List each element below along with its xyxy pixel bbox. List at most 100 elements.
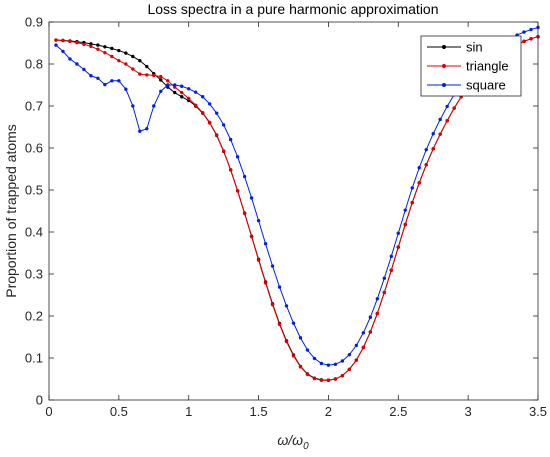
data-point-sin xyxy=(180,95,184,99)
data-point-sin xyxy=(103,45,107,49)
data-point-square xyxy=(138,129,142,133)
data-point-triangle xyxy=(117,58,121,63)
data-point-square xyxy=(354,343,359,348)
data-point-square xyxy=(438,117,442,122)
data-point-square xyxy=(68,57,72,61)
data-point-square xyxy=(117,79,121,83)
data-point-square xyxy=(194,90,198,94)
y-tick-label: 0 xyxy=(36,393,43,408)
data-point-square xyxy=(214,111,219,115)
data-point-triangle xyxy=(431,147,435,151)
data-point-square xyxy=(403,208,407,212)
data-point-triangle xyxy=(124,62,128,66)
data-point-sin xyxy=(145,64,149,69)
data-point-triangle xyxy=(291,354,296,358)
y-tick-label: 0.4 xyxy=(25,225,43,240)
legend: sin triangle square xyxy=(420,35,522,97)
data-point-triangle xyxy=(256,258,261,262)
data-point-square xyxy=(522,30,526,34)
data-point-square xyxy=(263,242,268,246)
data-point-triangle xyxy=(242,211,247,216)
data-point-square xyxy=(424,147,428,152)
data-point-square xyxy=(200,95,205,99)
legend-marker-triangle xyxy=(442,64,446,68)
x-tick-label: 2 xyxy=(325,404,332,419)
data-point-square xyxy=(529,27,533,32)
plot-frame xyxy=(48,21,539,401)
legend-label-sin: sin xyxy=(466,40,483,55)
data-point-triangle xyxy=(207,120,212,125)
data-point-triangle xyxy=(438,132,442,136)
x-tick-label: 0.5 xyxy=(110,404,128,419)
data-point-square xyxy=(131,104,135,108)
data-point-square xyxy=(417,166,421,170)
x-tick-label: 3 xyxy=(465,404,472,419)
data-point-triangle xyxy=(305,372,310,377)
data-point-triangle xyxy=(389,268,393,272)
data-point-square xyxy=(242,174,247,179)
data-point-square xyxy=(145,126,149,131)
data-point-square xyxy=(284,304,289,308)
data-point-triangle xyxy=(96,47,100,51)
chart-title: Loss spectra in a pure harmonic approxim… xyxy=(147,1,438,17)
data-point-square xyxy=(89,74,93,78)
data-point-triangle xyxy=(529,37,533,41)
data-point-sin xyxy=(138,58,142,63)
data-point-triangle xyxy=(54,38,58,42)
data-point-square xyxy=(298,336,303,340)
data-point-triangle xyxy=(194,103,198,107)
data-point-square xyxy=(228,137,233,142)
data-point-square xyxy=(110,79,114,83)
data-point-sin xyxy=(96,43,100,47)
data-point-triangle xyxy=(249,234,254,239)
data-point-triangle xyxy=(138,72,142,76)
data-point-triangle xyxy=(152,73,156,78)
x-tick-label: 2.5 xyxy=(389,404,407,419)
data-point-triangle xyxy=(145,73,149,77)
data-point-triangle xyxy=(361,345,366,350)
data-point-square xyxy=(221,123,226,127)
data-point-square xyxy=(166,83,170,87)
data-point-triangle xyxy=(159,74,163,79)
data-point-square xyxy=(187,87,191,91)
data-point-square xyxy=(319,361,324,366)
data-point-square xyxy=(312,356,317,361)
data-point-square xyxy=(333,362,338,366)
data-point-square xyxy=(431,132,435,136)
data-point-triangle xyxy=(452,106,456,110)
data-point-triangle xyxy=(180,90,184,95)
data-point-triangle xyxy=(396,245,400,249)
data-point-square xyxy=(207,102,212,106)
x-axis: 0 0.5 1 1.5 2 2.5 3 3.5 xyxy=(45,22,547,419)
x-tick-label: 1.5 xyxy=(250,404,268,419)
data-point-square xyxy=(124,87,128,91)
data-point-square xyxy=(235,155,240,159)
data-point-square xyxy=(410,186,414,190)
data-point-triangle xyxy=(522,39,526,44)
data-point-square xyxy=(291,321,296,325)
data-point-triangle xyxy=(284,339,289,344)
data-point-square xyxy=(75,62,79,66)
data-point-sin xyxy=(173,90,177,95)
y-tick-label: 0.3 xyxy=(25,267,43,282)
data-point-triangle xyxy=(417,181,421,185)
y-tick-label: 0.1 xyxy=(25,351,43,366)
y-tick-label: 0.2 xyxy=(25,309,43,324)
data-point-triangle xyxy=(75,40,79,45)
x-tick-label: 0 xyxy=(45,404,52,419)
data-point-square xyxy=(375,297,380,301)
data-point-square xyxy=(326,363,331,367)
data-point-sin xyxy=(131,54,135,59)
data-point-square xyxy=(249,196,254,200)
data-point-triangle xyxy=(82,42,86,46)
data-point-triangle xyxy=(354,358,359,362)
data-point-triangle xyxy=(166,79,170,83)
x-tick-label: 3.5 xyxy=(529,404,547,419)
data-point-triangle xyxy=(410,200,414,205)
data-point-sin xyxy=(117,48,121,53)
y-axis-label: Proportion of trapped atoms xyxy=(3,124,19,298)
data-point-sin xyxy=(159,78,163,82)
y-axis: 0 0.1 0.2 0.3 0.4 0.5 0.6 0.7 0.8 0.9 xyxy=(25,15,538,408)
data-point-triangle xyxy=(110,54,114,59)
